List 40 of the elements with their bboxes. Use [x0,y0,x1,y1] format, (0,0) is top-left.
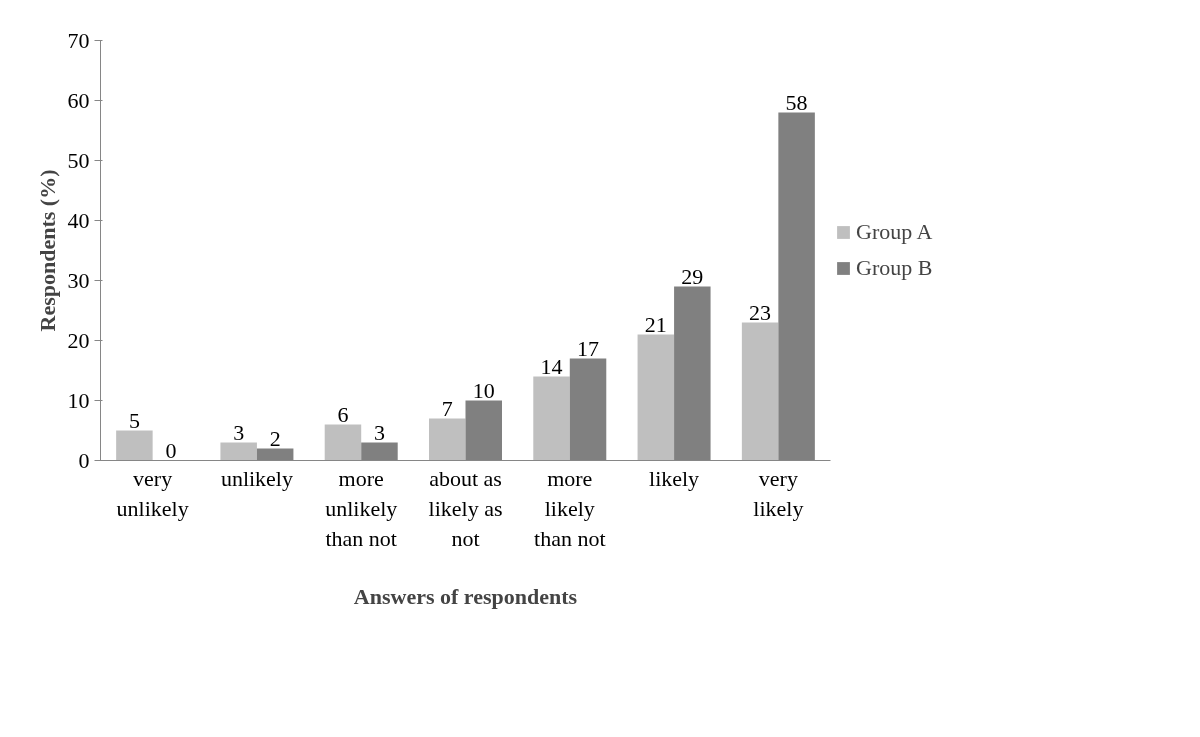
data-label: 0 [165,437,177,463]
data-label: 7 [441,395,453,421]
y-tick-label: 70 [67,27,90,53]
x-axis-title: Answers of respondents [353,583,578,609]
x-tick-label: very unlikely [116,465,189,521]
data-label: 14 [540,353,563,379]
data-label: 3 [233,419,245,445]
data-label: 5 [128,407,140,433]
y-tick-label: 30 [67,267,90,293]
data-label: 29 [681,263,704,289]
bar [533,376,570,461]
bar [116,430,153,461]
x-tick-label: about as likely as not [428,465,503,551]
x-tick-label: more unlikely than not [325,465,398,551]
y-tick-label: 60 [67,87,90,113]
data-label: 21 [644,311,667,337]
y-tick-label: 0 [78,447,90,473]
data-label: 17 [577,335,600,361]
data-label: 3 [373,419,385,445]
bar [741,322,779,461]
bar [324,424,362,461]
y-axis-title: Respondents (%) [34,169,60,332]
legend-label: Group A [856,219,933,245]
x-tick-label: unlikely [220,465,293,491]
data-label: 23 [749,299,772,325]
data-label: 6 [337,401,349,427]
bar [429,418,466,461]
data-label: 2 [269,425,281,451]
legend-label: Group B [856,255,933,281]
data-label: 58 [785,89,808,115]
y-tick-label: 10 [67,387,90,413]
y-tick-label: 20 [67,327,90,353]
bar [637,334,675,461]
x-tick-label: likely [649,465,700,491]
x-tick-label: very likely [753,465,804,521]
y-tick-label: 50 [67,147,90,173]
bar [220,442,257,461]
x-tick-label: more likely than not [534,465,606,551]
y-tick-label: 40 [67,207,90,233]
data-label: 10 [472,377,495,403]
